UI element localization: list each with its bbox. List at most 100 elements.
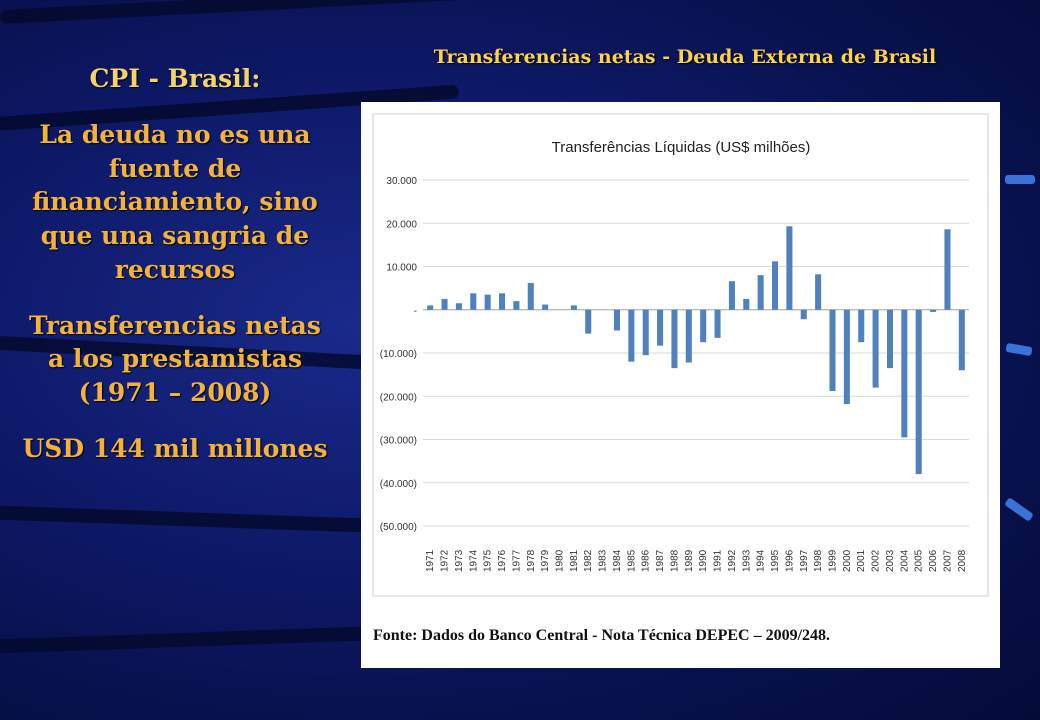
x-tick-label: 1984 <box>612 549 623 572</box>
bar-1975 <box>484 294 491 310</box>
x-tick-label: 1978 <box>526 549 537 572</box>
bar-2007 <box>944 229 951 310</box>
background-streak <box>0 505 400 534</box>
y-tick-label: (10.000) <box>380 349 417 360</box>
background-streak <box>0 0 520 24</box>
x-tick-label: 2000 <box>842 549 853 572</box>
x-tick-label: 1989 <box>684 549 695 572</box>
bar-1984 <box>613 309 620 331</box>
chart-title: Transferências Líquidas (US$ milhões) <box>552 139 811 156</box>
slide-title: Transferencias netas - Deuda Externa de … <box>433 46 937 68</box>
bar-1987 <box>657 309 664 346</box>
x-tick-label: 2008 <box>957 549 968 572</box>
x-tick-label: 1973 <box>454 549 465 572</box>
accent-bar <box>1004 497 1034 522</box>
bar-1986 <box>642 309 649 356</box>
bar-2001 <box>858 309 865 343</box>
y-tick-label: - <box>414 306 417 317</box>
bar-1972 <box>441 298 448 310</box>
x-tick-label: 2002 <box>871 549 882 572</box>
bar-1990 <box>700 309 707 343</box>
x-tick-label: 1976 <box>497 549 508 572</box>
bar-1977 <box>513 301 520 310</box>
bar-2000 <box>843 309 850 405</box>
x-tick-label: 2004 <box>899 549 910 572</box>
bar-1982 <box>585 309 592 334</box>
bar-1989 <box>685 309 692 363</box>
x-tick-label: 1985 <box>626 549 637 572</box>
x-tick-label: 2007 <box>942 549 953 572</box>
x-tick-label: 1980 <box>555 549 566 572</box>
x-tick-label: 1995 <box>770 549 781 572</box>
bar-1998 <box>815 274 822 310</box>
x-tick-label: 1996 <box>784 549 795 572</box>
bar-1981 <box>570 305 577 310</box>
x-tick-label: 1971 <box>425 549 436 572</box>
x-tick-label: 2003 <box>885 549 896 572</box>
y-tick-label: 20.000 <box>386 219 417 230</box>
chart-figure: Transferências Líquidas (US$ milhões) 30… <box>361 102 1000 668</box>
x-tick-label: 1981 <box>569 549 580 572</box>
bar-1974 <box>470 293 477 310</box>
source-note: Fonte: Dados do Banco Central - Nota Téc… <box>373 627 831 644</box>
x-tick-label: 1993 <box>741 549 752 572</box>
x-tick-label: 1979 <box>540 549 551 572</box>
x-tick-label: 1986 <box>641 549 652 572</box>
bar-1994 <box>757 275 764 310</box>
background-streak <box>0 625 400 654</box>
bar-1992 <box>728 281 735 310</box>
bar-2002 <box>872 309 879 388</box>
bar-1985 <box>628 309 635 362</box>
x-tick-label: 1983 <box>598 549 609 572</box>
bar-1999 <box>829 309 836 392</box>
bar-2003 <box>886 309 893 369</box>
bar-2005 <box>915 309 922 475</box>
y-tick-label: (50.000) <box>380 522 417 533</box>
bar-1976 <box>499 293 506 310</box>
bar-chart: Transferências Líquidas (US$ milhões) 30… <box>372 113 989 597</box>
bar-1996 <box>786 226 793 310</box>
x-tick-label: 1982 <box>583 549 594 572</box>
bar-1988 <box>671 309 678 369</box>
chart-frame <box>372 113 989 597</box>
y-tick-label: (30.000) <box>380 436 417 447</box>
x-tick-label: 1972 <box>440 549 451 572</box>
y-tick-label: (40.000) <box>380 479 417 490</box>
x-tick-label: 2006 <box>928 549 939 572</box>
y-tick-label: (20.000) <box>380 392 417 403</box>
bar-1997 <box>800 309 807 320</box>
accent-bar <box>1005 342 1033 357</box>
x-tick-label: 1990 <box>698 549 709 572</box>
x-tick-label: 1987 <box>655 549 666 572</box>
x-tick-label: 1994 <box>756 549 767 572</box>
bar-1995 <box>772 261 779 310</box>
accent-bar <box>1005 175 1035 184</box>
bar-2004 <box>901 309 908 438</box>
y-tick-label: 10.000 <box>386 263 417 274</box>
x-tick-label: 1999 <box>828 549 839 572</box>
x-tick-label: 2001 <box>856 549 867 572</box>
y-tick-label: 30.000 <box>386 176 417 187</box>
left-paragraph-1: La deuda no es una fuente de financiamie… <box>32 119 318 284</box>
bar-1971 <box>427 305 434 310</box>
bar-1993 <box>743 298 750 310</box>
x-tick-label: 1992 <box>727 549 738 572</box>
bar-2006 <box>930 309 937 312</box>
x-tick-label: 1988 <box>669 549 680 572</box>
bar-1991 <box>714 309 721 338</box>
x-tick-label: 1977 <box>511 549 522 572</box>
bar-1978 <box>527 282 534 310</box>
x-tick-label: 1998 <box>813 549 824 572</box>
bar-2008 <box>958 309 965 371</box>
x-tick-label: 1975 <box>483 549 494 572</box>
x-tick-label: 2005 <box>914 549 925 572</box>
left-text-column: CPI - Brasil: La deuda no es una fuente … <box>20 62 330 488</box>
bar-1973 <box>455 303 462 310</box>
x-tick-label: 1991 <box>713 549 724 572</box>
left-heading: CPI - Brasil: <box>89 64 261 93</box>
left-paragraph-2: Transferencias netas a los prestamistas … <box>29 310 321 408</box>
bar-1979 <box>542 304 549 310</box>
x-tick-label: 1997 <box>799 549 810 572</box>
left-paragraph-3: USD 144 mil millones <box>22 433 328 463</box>
x-tick-label: 1974 <box>468 549 479 572</box>
